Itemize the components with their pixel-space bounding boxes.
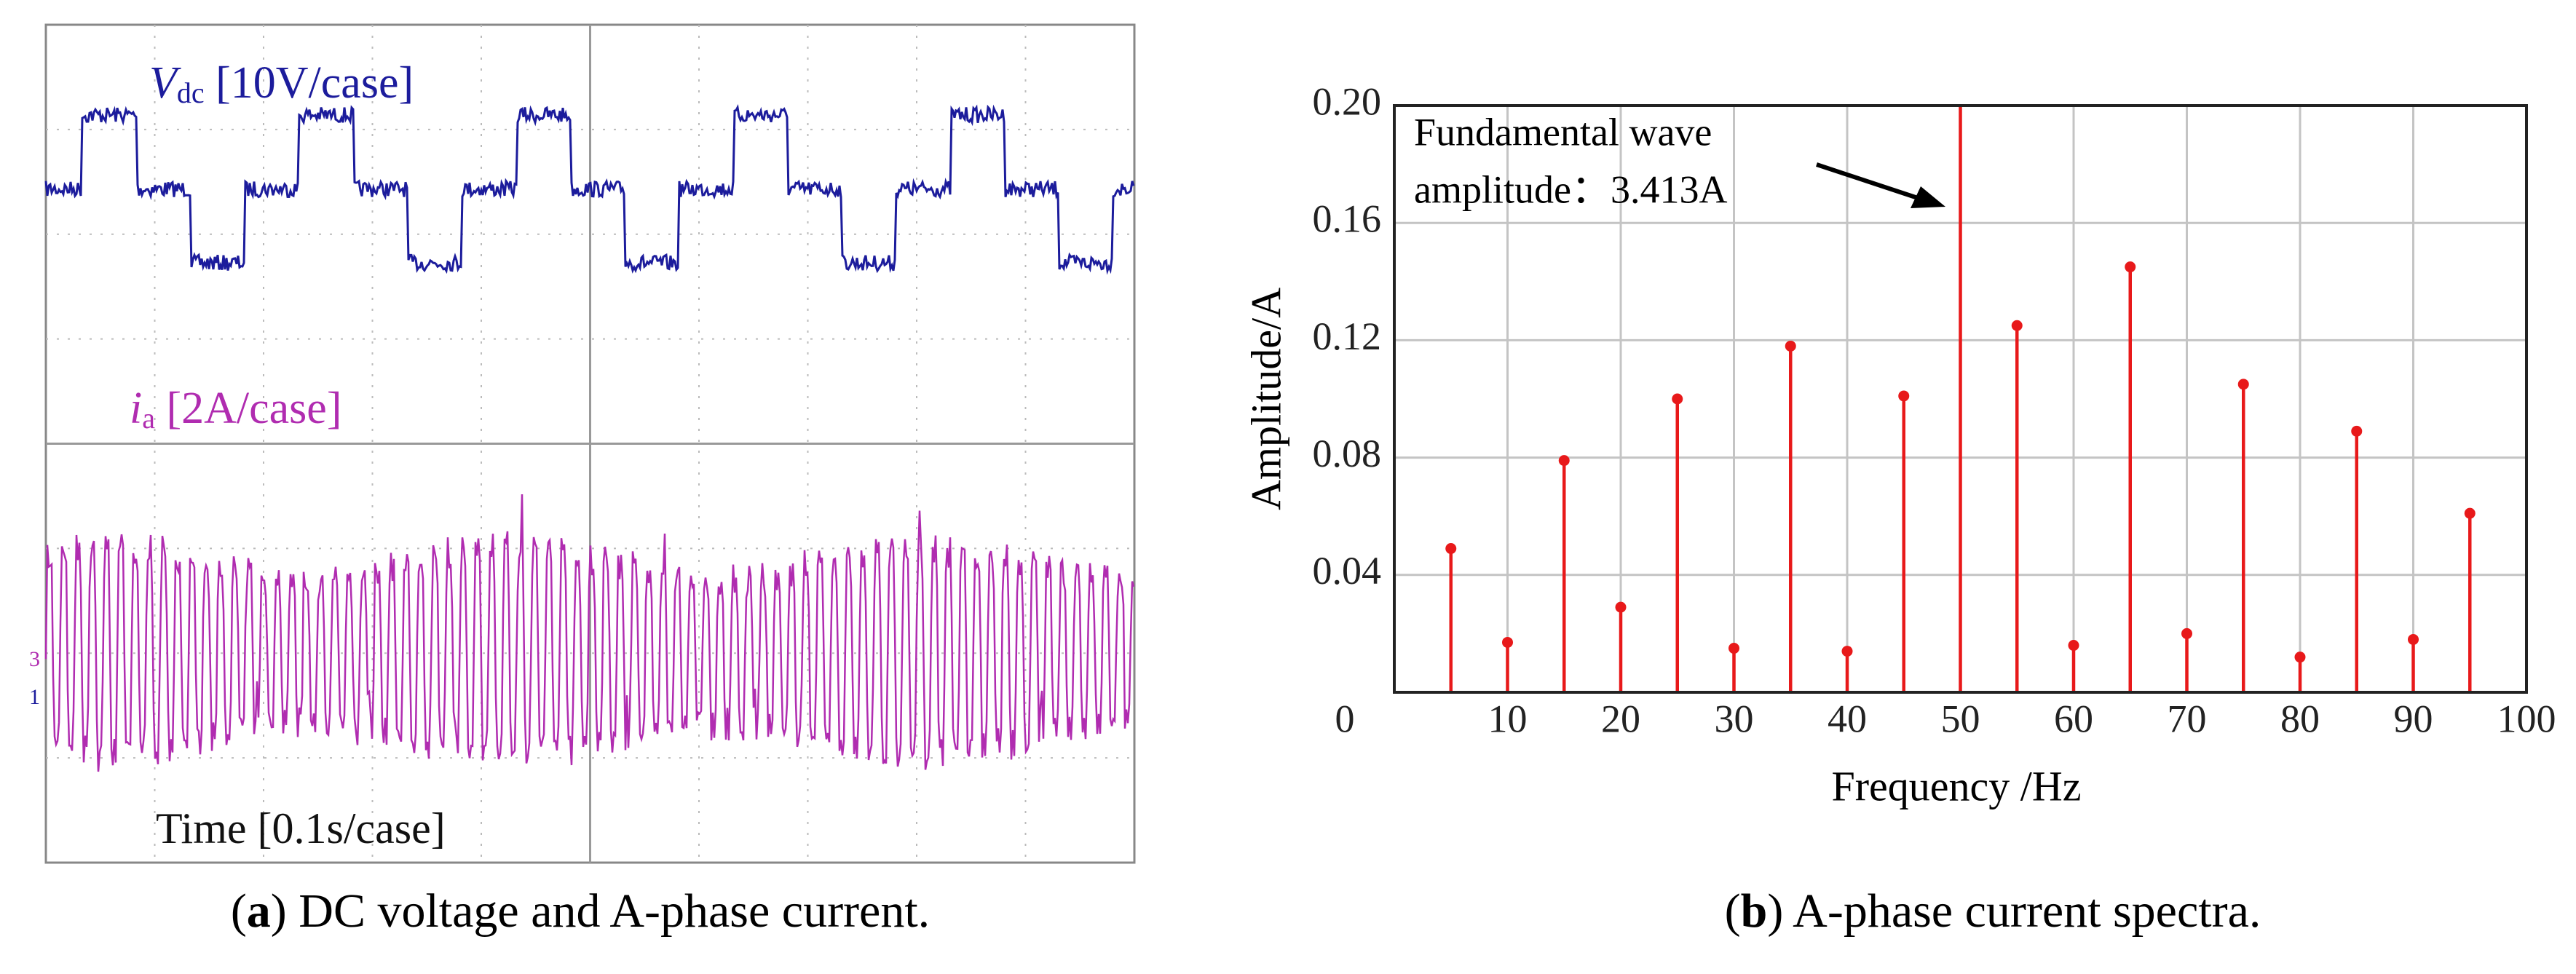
x-axis-label: Frequency /Hz: [1831, 762, 2081, 809]
time-label: Time [0.1s/case]: [156, 804, 446, 852]
caption-a: (a) DC voltage and A-phase current.: [231, 884, 930, 938]
caption-b: (b) A-phase current spectra.: [1725, 884, 2261, 938]
stem-marker: [2351, 425, 2363, 437]
stem-marker: [1502, 636, 1513, 648]
stem-marker: [2068, 640, 2079, 652]
y-tick-label: 0.04: [1313, 549, 1382, 593]
stem-marker: [2464, 507, 2476, 519]
annotation-line: Fundamental wave: [1414, 110, 1712, 154]
x-tick-label: 80: [2280, 697, 2320, 740]
caption-open: (: [231, 884, 247, 938]
stems: [1445, 106, 2476, 692]
stem-marker: [2294, 652, 2306, 663]
x-tick-label: 60: [2054, 697, 2093, 740]
x-tick-label: 20: [1601, 697, 1640, 740]
x-tick-label: 40: [1828, 697, 1867, 740]
stem-marker: [1445, 543, 1457, 555]
stem-marker: [1785, 340, 1796, 352]
stem-marker: [1615, 601, 1627, 613]
caption-label: a: [247, 884, 271, 938]
symbol: V: [149, 58, 181, 108]
channel-marker: 1: [29, 685, 40, 709]
stem-marker: [2408, 633, 2419, 645]
label-text: [10V/case]: [205, 58, 414, 108]
y-tick-label: 0.16: [1313, 197, 1382, 241]
x-tick-label: 30: [1715, 697, 1754, 740]
plot-frame: [1393, 104, 2528, 694]
x-tick-label: 50: [1941, 697, 1980, 740]
annotation-line: amplitude：3.413A: [1414, 167, 1727, 211]
channel-marker: 3: [29, 647, 40, 671]
phase-current-trace: [44, 494, 1135, 772]
stem-marker: [2237, 379, 2249, 390]
stem-marker: [1558, 455, 1570, 467]
x-tick-label: 10: [1488, 697, 1528, 740]
stem-marker: [1672, 393, 1683, 405]
arrow-head: [1911, 186, 1945, 208]
x-tick-label: 70: [2168, 697, 2207, 740]
caption-text: ) DC voltage and A-phase current.: [271, 884, 930, 938]
subscript: a: [142, 402, 155, 435]
y-tick-label: 0.20: [1313, 79, 1382, 123]
stem-marker: [2125, 261, 2136, 273]
traces: [44, 103, 1135, 772]
stem-marker: [1898, 390, 1910, 402]
caption-open: (: [1725, 884, 1741, 938]
caption-text: ) A-phase current spectra.: [1767, 884, 2261, 938]
stem-marker: [2181, 627, 2192, 639]
label-text: [2A/case]: [155, 384, 341, 433]
y-tick-label: 0.12: [1313, 314, 1382, 358]
x-tick-label: 90: [2394, 697, 2433, 740]
annotation-arrow: [1816, 162, 1923, 202]
stem-marker: [2011, 320, 2023, 331]
spectrum-plot: [1393, 104, 2528, 692]
x-tick-label: 0: [1335, 697, 1355, 740]
stem-marker: [1728, 643, 1739, 654]
stem-marker: [1841, 646, 1853, 657]
symbol: i: [130, 384, 142, 433]
trace1-label: Vdc [10V/case]: [149, 58, 414, 109]
dc-voltage-trace: [44, 103, 1135, 275]
x-tick-label: 100: [2497, 697, 2556, 740]
trace2-label: ia [2A/case]: [130, 384, 341, 435]
y-axis-label: Amplitude/A: [1242, 288, 1289, 510]
y-tick-label: 0.08: [1313, 432, 1382, 475]
caption-label: b: [1741, 884, 1768, 938]
subscript: dc: [177, 76, 205, 109]
